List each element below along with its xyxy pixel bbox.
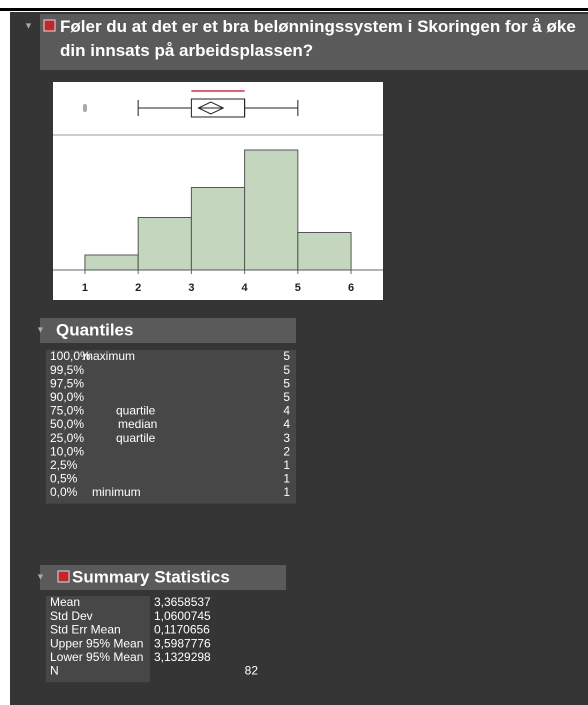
- stat-value: 82: [245, 664, 259, 678]
- mean-diamond: [197, 101, 225, 115]
- quantile-level: 90,0%: [50, 390, 84, 404]
- quantile-label: median: [118, 417, 157, 431]
- quantile-value: 3: [283, 431, 290, 445]
- x-tick-label: 1: [82, 282, 88, 294]
- stat-value: 0,1170656: [154, 623, 210, 637]
- quantile-value: 1: [283, 472, 290, 486]
- x-tick-label: 6: [348, 282, 354, 294]
- stat-value: 3,5987776: [154, 636, 211, 650]
- red-triangle-menu[interactable]: [57, 570, 70, 583]
- quantile-value: 5: [283, 363, 290, 377]
- quantile-value: 5: [283, 349, 290, 363]
- quantile-level: 75,0%: [50, 404, 84, 418]
- bar: [190, 187, 246, 271]
- disclosure[interactable]: ▼: [36, 324, 45, 334]
- stat-value: 3,3658537: [154, 595, 211, 609]
- quantile-value: 4: [283, 404, 290, 418]
- bar: [297, 232, 352, 271]
- x-tick-label: 2: [135, 282, 141, 294]
- quantile-value: 5: [283, 376, 290, 390]
- quantile-level: 97,5%: [50, 376, 84, 390]
- bar: [84, 254, 139, 271]
- quantile-level: 2,5%: [50, 458, 78, 472]
- quantile-value: 4: [283, 417, 290, 431]
- quantile-level: 10,0%: [50, 444, 84, 458]
- quantile-label: quartile: [116, 431, 156, 445]
- section-title: Quantiles: [56, 320, 133, 339]
- x-tick-label: 4: [242, 282, 249, 294]
- red-triangle-menu[interactable]: [43, 19, 56, 32]
- quantile-level: 25,0%: [50, 431, 84, 445]
- quantile-value: 1: [283, 485, 290, 499]
- outlier: [82, 104, 87, 112]
- table-bg: [46, 350, 296, 504]
- quantiles-header: [40, 318, 296, 343]
- quantile-value: 2: [283, 444, 290, 458]
- stat-name: Std Err Mean: [50, 623, 121, 637]
- quantile-label: quartile: [116, 404, 156, 418]
- section-title: Summary Statistics: [72, 567, 230, 586]
- title-bar: [40, 14, 588, 70]
- quantile-level: 100,0%: [50, 349, 91, 363]
- stat-value: 3,1329298: [154, 650, 211, 664]
- stat-name: Lower 95% Mean: [50, 650, 143, 664]
- stat-name: Upper 95% Mean: [50, 636, 143, 650]
- quantile-level: 0,5%: [50, 472, 78, 486]
- summary-header: [40, 565, 286, 590]
- quantile-label: minimum: [92, 485, 141, 499]
- stat-value: 1,0600745: [154, 609, 211, 623]
- quantile-label: maximum: [83, 349, 135, 363]
- quantile-level: 99,5%: [50, 363, 84, 377]
- quantile-value: 5: [283, 390, 290, 404]
- quantile-level: 50,0%: [50, 417, 84, 431]
- report-title: Føler du at det er et bra belønningssyst…: [60, 17, 576, 60]
- bar: [244, 149, 299, 271]
- stat-name: Std Dev: [50, 609, 93, 623]
- quantile-level: 0,0%: [50, 485, 78, 499]
- top-rule: [0, 8, 588, 11]
- quantile-value: 1: [283, 458, 290, 472]
- stat-name: Mean: [50, 595, 80, 609]
- table-bg: [46, 596, 150, 683]
- stat-name: N: [50, 664, 59, 678]
- disclosure[interactable]: ▼: [24, 20, 33, 30]
- disclosure[interactable]: ▼: [36, 571, 45, 581]
- x-tick-label: 5: [295, 282, 301, 294]
- x-tick-label: 3: [188, 282, 194, 294]
- bar: [137, 217, 192, 271]
